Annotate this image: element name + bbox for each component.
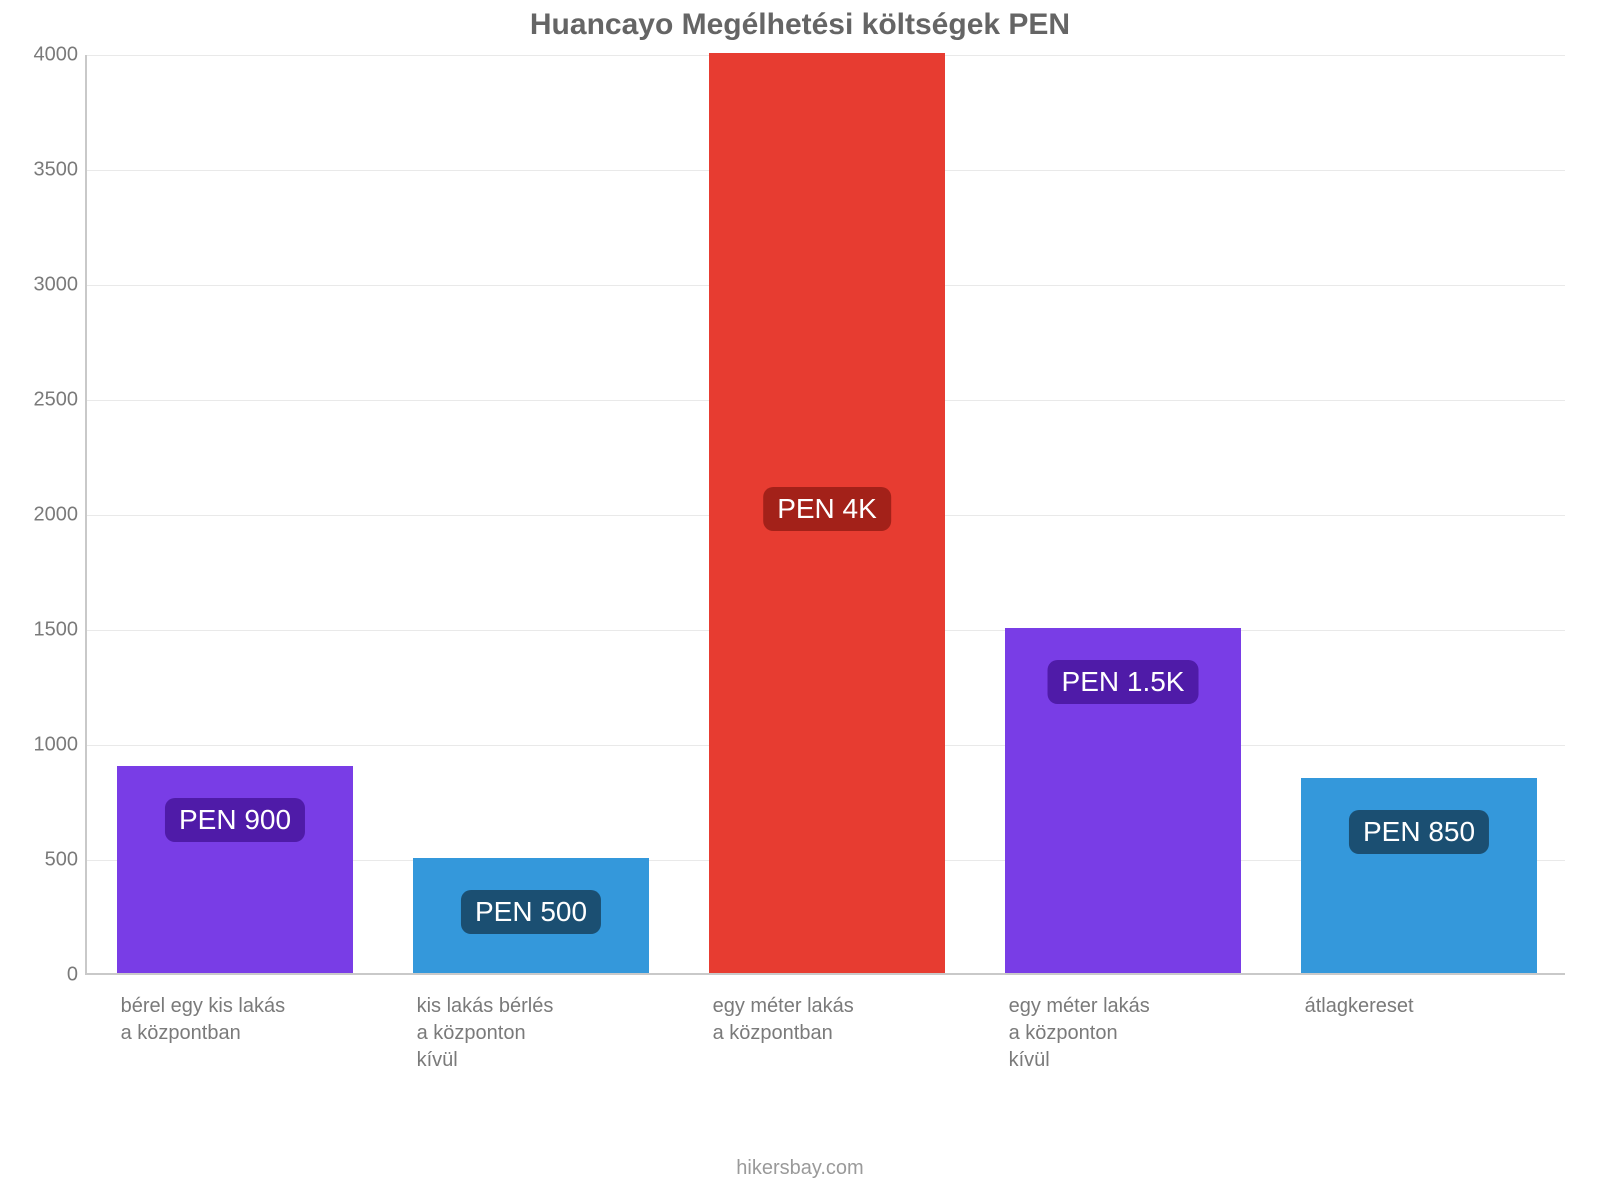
y-tick-label: 4000 (8, 44, 78, 67)
x-axis-label: bérel egy kis lakás a központban (121, 993, 346, 1047)
x-axis-label: átlagkereset (1305, 993, 1530, 1020)
chart-title: Huancayo Megélhetési költségek PEN (0, 8, 1600, 42)
y-tick-label: 2000 (8, 504, 78, 527)
x-axis-label: egy méter lakás a központban (713, 993, 938, 1047)
x-axis-label: kis lakás bérlés a központon kívül (417, 993, 642, 1074)
y-tick-label: 500 (8, 849, 78, 872)
value-badge: PEN 1.5K (1048, 660, 1199, 704)
y-tick-label: 1000 (8, 734, 78, 757)
value-badge: PEN 500 (461, 890, 601, 934)
y-tick-label: 1500 (8, 619, 78, 642)
value-badge: PEN 4K (763, 487, 891, 531)
y-tick-label: 2500 (8, 389, 78, 412)
cost-of-living-chart: Huancayo Megélhetési költségek PEN PEN 9… (0, 0, 1600, 1200)
y-tick-label: 3500 (8, 159, 78, 182)
value-badge: PEN 900 (165, 798, 305, 842)
bar (1301, 778, 1538, 974)
x-axis-label: egy méter lakás a központon kívül (1009, 993, 1234, 1074)
attribution-text: hikersbay.com (0, 1157, 1600, 1180)
plot-area: PEN 900 PEN 500 PEN 4K PEN 1.5K PEN 850 (85, 55, 1565, 975)
y-tick-label: 0 (8, 964, 78, 987)
value-badge: PEN 850 (1349, 810, 1489, 854)
y-tick-label: 3000 (8, 274, 78, 297)
